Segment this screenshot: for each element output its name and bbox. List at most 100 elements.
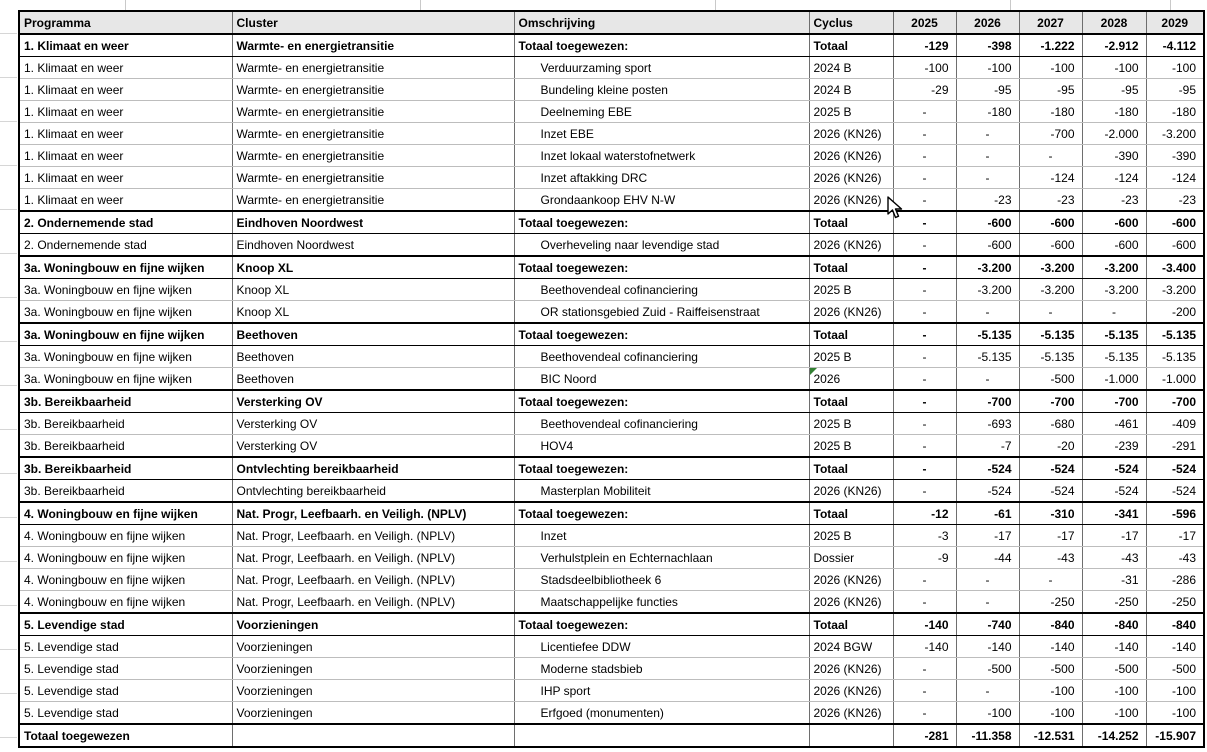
cell-year-2026[interactable]: -693	[955, 412, 1020, 435]
cell-year-2026[interactable]: -600	[955, 233, 1020, 257]
cell-year-2029[interactable]: -250	[1145, 590, 1205, 614]
cell-cluster[interactable]: Beethoven	[231, 322, 515, 346]
cell-year-2027[interactable]: -100	[1018, 56, 1083, 79]
cell-cyclus[interactable]: 2025 B	[808, 100, 894, 123]
cell-cluster[interactable]: Warmte- en energietransitie	[231, 100, 515, 123]
cell-year-2025[interactable]: -140	[892, 612, 957, 636]
cell-cluster[interactable]: Warmte- en energietransitie	[231, 122, 515, 145]
cell-omschrijving[interactable]: Totaal toegewezen:	[513, 322, 810, 346]
cell-cluster[interactable]: Beethoven	[231, 367, 515, 391]
cell-year-2025[interactable]: -	[892, 412, 957, 435]
cell-year-2026[interactable]: -100	[955, 56, 1020, 79]
column-header-2028[interactable]: 2028	[1081, 11, 1147, 35]
cell-cyclus[interactable]: Totaal	[808, 33, 894, 57]
cell-year-2029[interactable]: -180	[1145, 100, 1205, 123]
cell-year-2027[interactable]: -840	[1018, 612, 1083, 636]
cell-cluster[interactable]: Warmte- en energietransitie	[231, 188, 515, 212]
cell-cyclus[interactable]: 2024 B	[808, 78, 894, 101]
cell-year-2025[interactable]: -	[892, 701, 957, 725]
cell-year-2028[interactable]: -600	[1081, 210, 1147, 234]
cell-year-2026[interactable]: -44	[955, 546, 1020, 569]
cell-year-2026[interactable]: -	[955, 568, 1020, 591]
cell-year-2028[interactable]: -14.252	[1081, 723, 1147, 748]
cell-year-2026[interactable]: -524	[955, 479, 1020, 503]
cell-omschrijving[interactable]: Moderne stadsbieb	[513, 657, 810, 680]
cell-year-2025[interactable]: -140	[892, 635, 957, 658]
cell-year-2026[interactable]: -7	[955, 434, 1020, 458]
cell-year-2025[interactable]: -29	[892, 78, 957, 101]
cell-cluster[interactable]: Beethoven	[231, 345, 515, 368]
cell-year-2025[interactable]: -	[892, 389, 957, 413]
cell-programma[interactable]: 5. Levendige stad	[18, 679, 233, 702]
cell-programma[interactable]: 3b. Bereikbaarheid	[18, 389, 233, 413]
cell-year-2025[interactable]: -	[892, 345, 957, 368]
cell-omschrijving[interactable]: Totaal toegewezen:	[513, 389, 810, 413]
cell-cyclus[interactable]: 2026 (KN26)	[808, 166, 894, 189]
cell-cyclus[interactable]: Totaal	[808, 322, 894, 346]
cell-year-2029[interactable]: -5.135	[1145, 345, 1205, 368]
column-header-programma[interactable]: Programma	[18, 11, 233, 35]
cell-omschrijving[interactable]: Totaal toegewezen:	[513, 612, 810, 636]
cell-omschrijving[interactable]: Beethovendeal cofinanciering	[513, 412, 810, 435]
cell-cluster[interactable]: Nat. Progr, Leefbaarh. en Veiligh. (NPLV…	[231, 501, 515, 525]
cell-omschrijving[interactable]: IHP sport	[513, 679, 810, 702]
cell-year-2028[interactable]: -	[1081, 300, 1147, 324]
cell-year-2027[interactable]: -500	[1018, 367, 1083, 391]
cell-year-2027[interactable]: -3.200	[1018, 255, 1083, 279]
cell-year-2028[interactable]: -250	[1081, 590, 1147, 614]
cell-year-2026[interactable]: -17	[955, 524, 1020, 547]
cell-cyclus[interactable]: 2026 (KN26)	[808, 657, 894, 680]
cell-year-2025[interactable]: -281	[892, 723, 957, 748]
cell-year-2028[interactable]: -600	[1081, 233, 1147, 257]
cell-year-2029[interactable]: -43	[1145, 546, 1205, 569]
column-header-2027[interactable]: 2027	[1018, 11, 1083, 35]
cell-year-2027[interactable]: -600	[1018, 233, 1083, 257]
cell-programma[interactable]: 2. Ondernemende stad	[18, 233, 233, 257]
cell-cluster[interactable]: Nat. Progr, Leefbaarh. en Veiligh. (NPLV…	[231, 546, 515, 569]
cell-programma[interactable]: 5. Levendige stad	[18, 657, 233, 680]
cell-year-2025[interactable]: -	[892, 568, 957, 591]
cell-year-2026[interactable]: -600	[955, 210, 1020, 234]
cell-year-2025[interactable]: -	[892, 590, 957, 614]
column-header-2026[interactable]: 2026	[955, 11, 1020, 35]
cell-year-2027[interactable]: -5.135	[1018, 345, 1083, 368]
cell-year-2028[interactable]: -524	[1081, 456, 1147, 480]
cell-year-2026[interactable]: -61	[955, 501, 1020, 525]
cell-year-2028[interactable]: -23	[1081, 188, 1147, 212]
cell-year-2025[interactable]: -3	[892, 524, 957, 547]
cell-programma[interactable]: 4. Woningbouw en fijne wijken	[18, 524, 233, 547]
cell-omschrijving[interactable]: Overheveling naar levendige stad	[513, 233, 810, 257]
cell-year-2028[interactable]: -239	[1081, 434, 1147, 458]
cell-cluster[interactable]: Nat. Progr, Leefbaarh. en Veiligh. (NPLV…	[231, 524, 515, 547]
cell-year-2027[interactable]: -500	[1018, 657, 1083, 680]
cell-year-2028[interactable]: -3.200	[1081, 278, 1147, 301]
cell-year-2026[interactable]: -3.200	[955, 255, 1020, 279]
cell-year-2029[interactable]: -5.135	[1145, 322, 1205, 346]
cell-cluster[interactable]: Knoop XL	[231, 300, 515, 324]
cell-year-2028[interactable]: -2.000	[1081, 122, 1147, 145]
cell-cluster[interactable]: Eindhoven Noordwest	[231, 233, 515, 257]
cell-programma[interactable]: 3a. Woningbouw en fijne wijken	[18, 255, 233, 279]
cell-omschrijving[interactable]: Inzet aftakking DRC	[513, 166, 810, 189]
cell-cluster[interactable]	[231, 723, 515, 748]
cell-cluster[interactable]: Versterking OV	[231, 434, 515, 458]
cell-year-2029[interactable]: -409	[1145, 412, 1205, 435]
cell-omschrijving[interactable]	[513, 723, 810, 748]
cell-cyclus-flagged[interactable]: 2026	[808, 367, 894, 391]
cell-cyclus[interactable]: 2026 (KN26)	[808, 188, 894, 212]
cell-omschrijving[interactable]: Maatschappelijke functies	[513, 590, 810, 614]
cell-year-2028[interactable]: -5.135	[1081, 322, 1147, 346]
cell-omschrijving[interactable]: Beethovendeal cofinanciering	[513, 345, 810, 368]
cell-cyclus[interactable]: Totaal	[808, 612, 894, 636]
cell-year-2027[interactable]: -20	[1018, 434, 1083, 458]
cell-cyclus[interactable]: 2026 (KN26)	[808, 479, 894, 503]
cell-year-2025[interactable]: -	[892, 100, 957, 123]
cell-cyclus[interactable]: Totaal	[808, 501, 894, 525]
cell-year-2029[interactable]: -100	[1145, 56, 1205, 79]
cell-cyclus[interactable]: 2026 (KN26)	[808, 233, 894, 257]
cell-omschrijving[interactable]: Verhulstplein en Echternachlaan	[513, 546, 810, 569]
cell-year-2027[interactable]: -100	[1018, 679, 1083, 702]
cell-cluster[interactable]: Nat. Progr, Leefbaarh. en Veiligh. (NPLV…	[231, 568, 515, 591]
cell-year-2027[interactable]: -310	[1018, 501, 1083, 525]
cell-year-2028[interactable]: -31	[1081, 568, 1147, 591]
